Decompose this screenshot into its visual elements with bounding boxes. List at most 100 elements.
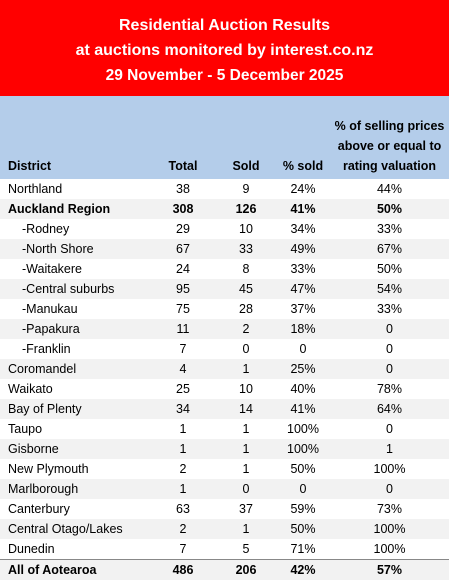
cell-pct-sold: 41% bbox=[276, 399, 330, 419]
cell-pct-above-rv: 67% bbox=[330, 239, 449, 259]
cell-pct-above-rv: 50% bbox=[330, 259, 449, 279]
cell-pct-above-rv: 0 bbox=[330, 479, 449, 499]
cell-pct-sold: 37% bbox=[276, 299, 330, 319]
cell-pct-above-rv: 100% bbox=[330, 519, 449, 539]
cell-district: -Central suburbs bbox=[0, 279, 150, 299]
cell-pct-above-rv: 100% bbox=[330, 459, 449, 479]
cell-sold: 1 bbox=[216, 519, 276, 539]
column-header-pct-above-rv: % of selling prices above or equal to ra… bbox=[330, 96, 449, 179]
cell-pct-above-rv: 73% bbox=[330, 499, 449, 519]
cell-total: 1 bbox=[150, 479, 216, 499]
cell-pct-sold: 47% bbox=[276, 279, 330, 299]
cell-pct-sold: 42% bbox=[276, 560, 330, 580]
cell-district: New Plymouth bbox=[0, 459, 150, 479]
cell-pct-above-rv: 57% bbox=[330, 560, 449, 580]
cell-sold: 14 bbox=[216, 399, 276, 419]
column-header-total: Total bbox=[150, 96, 216, 179]
cell-total: 24 bbox=[150, 259, 216, 279]
cell-sold: 10 bbox=[216, 219, 276, 239]
cell-pct-above-rv: 64% bbox=[330, 399, 449, 419]
cell-sold: 1 bbox=[216, 459, 276, 479]
cell-total: 29 bbox=[150, 219, 216, 239]
cell-sold: 206 bbox=[216, 560, 276, 580]
cell-district: All of Aotearoa bbox=[0, 560, 150, 580]
cell-sold: 37 bbox=[216, 499, 276, 519]
title-line-1: Residential Auction Results bbox=[0, 13, 449, 38]
cell-pct-sold: 34% bbox=[276, 219, 330, 239]
cell-sold: 28 bbox=[216, 299, 276, 319]
cell-district: Waikato bbox=[0, 379, 150, 399]
cell-total: 75 bbox=[150, 299, 216, 319]
cell-sold: 1 bbox=[216, 439, 276, 459]
cell-pct-above-rv: 0 bbox=[330, 419, 449, 439]
cell-district: Coromandel bbox=[0, 359, 150, 379]
cell-pct-above-rv: 54% bbox=[330, 279, 449, 299]
cell-district: Canterbury bbox=[0, 499, 150, 519]
cell-pct-above-rv: 44% bbox=[330, 179, 449, 199]
cell-sold: 33 bbox=[216, 239, 276, 259]
title-date-range: 29 November - 5 December 2025 bbox=[0, 63, 449, 88]
cell-pct-above-rv: 100% bbox=[330, 539, 449, 560]
cell-sold: 126 bbox=[216, 199, 276, 219]
cell-pct-sold: 100% bbox=[276, 439, 330, 459]
cell-sold: 0 bbox=[216, 339, 276, 359]
cell-sold: 9 bbox=[216, 179, 276, 199]
cell-pct-above-rv: 1 bbox=[330, 439, 449, 459]
cell-total: 1 bbox=[150, 419, 216, 439]
cell-pct-above-rv: 0 bbox=[330, 319, 449, 339]
cell-total: 2 bbox=[150, 519, 216, 539]
cell-district: Bay of Plenty bbox=[0, 399, 150, 419]
cell-pct-sold: 41% bbox=[276, 199, 330, 219]
cell-total: 67 bbox=[150, 239, 216, 259]
cell-total: 63 bbox=[150, 499, 216, 519]
cell-district: -Papakura bbox=[0, 319, 150, 339]
cell-district: Gisborne bbox=[0, 439, 150, 459]
cell-district: Northland bbox=[0, 179, 150, 199]
cell-sold: 1 bbox=[216, 419, 276, 439]
cell-district: -Rodney bbox=[0, 219, 150, 239]
cell-district: -Franklin bbox=[0, 339, 150, 359]
cell-pct-sold: 0 bbox=[276, 479, 330, 499]
cell-pct-sold: 59% bbox=[276, 499, 330, 519]
column-header-pct-sold: % sold bbox=[276, 96, 330, 179]
cell-sold: 5 bbox=[216, 539, 276, 560]
cell-pct-above-rv: 33% bbox=[330, 219, 449, 239]
cell-total: 34 bbox=[150, 399, 216, 419]
cell-pct-sold: 50% bbox=[276, 459, 330, 479]
cell-district: Central Otago/Lakes bbox=[0, 519, 150, 539]
cell-district: Marlborough bbox=[0, 479, 150, 499]
cell-pct-sold: 100% bbox=[276, 419, 330, 439]
cell-pct-sold: 71% bbox=[276, 539, 330, 560]
cell-district: -Manukau bbox=[0, 299, 150, 319]
cell-pct-above-rv: 33% bbox=[330, 299, 449, 319]
cell-district: Taupo bbox=[0, 419, 150, 439]
cell-sold: 8 bbox=[216, 259, 276, 279]
cell-total: 2 bbox=[150, 459, 216, 479]
cell-sold: 0 bbox=[216, 479, 276, 499]
cell-sold: 1 bbox=[216, 359, 276, 379]
table-header-row: District Total Sold % sold % of selling … bbox=[0, 96, 449, 179]
cell-total: 308 bbox=[150, 199, 216, 219]
auction-results-table: District Total Sold % sold % of selling … bbox=[0, 96, 449, 580]
cell-total: 25 bbox=[150, 379, 216, 399]
cell-pct-sold: 0 bbox=[276, 339, 330, 359]
cell-total: 11 bbox=[150, 319, 216, 339]
